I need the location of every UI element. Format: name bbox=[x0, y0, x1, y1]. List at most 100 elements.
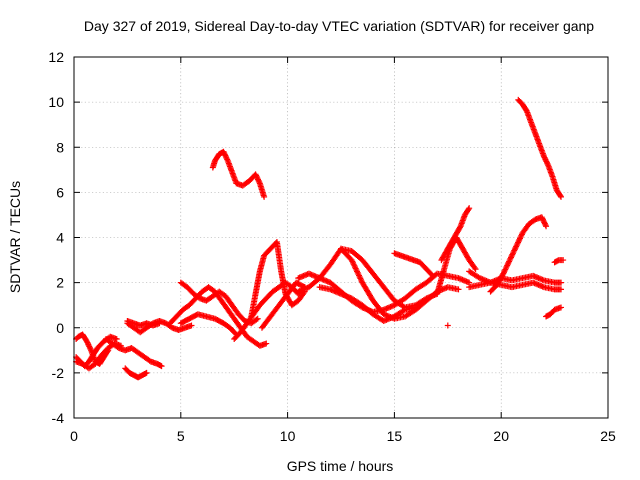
data-point bbox=[428, 271, 435, 278]
y-axis-label: SDTVAR / TECUs bbox=[7, 181, 23, 293]
x-tick-label: 25 bbox=[600, 428, 616, 444]
series-track-16 bbox=[295, 270, 473, 315]
data-point bbox=[513, 242, 520, 249]
y-tick-label: 2 bbox=[56, 275, 64, 291]
data-point bbox=[254, 315, 261, 322]
data-point bbox=[158, 363, 165, 370]
y-tick-label: 0 bbox=[56, 320, 64, 336]
y-tick-label: 6 bbox=[56, 184, 64, 200]
series-track-27 bbox=[543, 304, 565, 320]
x-tick-label: 10 bbox=[280, 428, 296, 444]
data-point bbox=[503, 263, 510, 270]
data-point bbox=[511, 247, 518, 254]
y-tick-label: 8 bbox=[56, 139, 64, 155]
data-point bbox=[507, 255, 514, 262]
series-track-04 bbox=[103, 336, 165, 370]
axis-ticks: 0 5 10 15 20 25 -4 -2 0 2 4 6 8 10 12 bbox=[48, 49, 616, 444]
data-point bbox=[517, 234, 524, 241]
data-point bbox=[509, 251, 516, 258]
data-point bbox=[558, 279, 565, 286]
y-tick-label: 4 bbox=[56, 230, 64, 246]
x-tick-label: 20 bbox=[493, 428, 509, 444]
data-point bbox=[518, 232, 525, 239]
data-point bbox=[513, 243, 520, 250]
x-tick-label: 0 bbox=[70, 428, 78, 444]
data-point bbox=[558, 286, 565, 293]
data-point bbox=[471, 264, 478, 271]
data-point bbox=[506, 257, 513, 264]
data-point bbox=[516, 235, 523, 242]
data-point bbox=[455, 286, 462, 293]
data-point bbox=[444, 322, 451, 329]
data-point bbox=[502, 265, 509, 272]
data-point bbox=[156, 320, 163, 327]
series-track-11 bbox=[209, 148, 268, 200]
data-point bbox=[508, 253, 515, 260]
series-track-26 bbox=[551, 257, 567, 266]
series-track-10 bbox=[177, 311, 240, 338]
data-point bbox=[224, 156, 231, 163]
data-point bbox=[502, 266, 509, 273]
data-point bbox=[560, 257, 567, 264]
chart-title: Day 327 of 2019, Sidereal Day-to-day VTE… bbox=[84, 18, 594, 34]
data-point bbox=[113, 336, 120, 343]
data-point bbox=[263, 340, 270, 347]
data-point bbox=[557, 192, 564, 199]
x-tick-label: 15 bbox=[387, 428, 403, 444]
data-point bbox=[472, 266, 479, 273]
data-point bbox=[543, 223, 550, 230]
data-point bbox=[466, 205, 473, 212]
data-point bbox=[515, 239, 522, 246]
data-point bbox=[87, 346, 94, 353]
data-point bbox=[456, 224, 463, 231]
y-tick-label: 10 bbox=[48, 94, 64, 110]
data-point bbox=[505, 259, 512, 266]
data-point bbox=[506, 258, 513, 265]
data-point bbox=[511, 246, 518, 253]
data-point bbox=[515, 238, 522, 245]
series-track-18 bbox=[338, 245, 462, 322]
series-track-24 bbox=[487, 214, 550, 295]
data-point bbox=[504, 262, 511, 269]
data-point bbox=[500, 270, 507, 277]
series-track-21 bbox=[434, 234, 479, 297]
data-point bbox=[509, 250, 516, 257]
series-track-25 bbox=[515, 96, 565, 200]
data-point bbox=[504, 261, 511, 268]
series-track-19 bbox=[391, 250, 436, 279]
series-track-05 bbox=[122, 365, 150, 381]
data-point bbox=[510, 248, 517, 255]
data-point bbox=[542, 221, 549, 228]
x-tick-label: 5 bbox=[177, 428, 185, 444]
data-point bbox=[499, 271, 506, 278]
y-tick-label: -2 bbox=[52, 365, 65, 381]
data-series bbox=[73, 96, 567, 381]
grid bbox=[74, 57, 608, 418]
series-track-07 bbox=[124, 317, 163, 329]
y-tick-label: 12 bbox=[48, 49, 64, 65]
series-track-14 bbox=[258, 279, 308, 331]
data-point bbox=[143, 369, 150, 376]
data-point bbox=[516, 236, 523, 243]
data-point bbox=[512, 244, 519, 251]
series-track-28 bbox=[444, 322, 451, 329]
data-point bbox=[465, 206, 472, 213]
data-point bbox=[500, 269, 507, 276]
data-point bbox=[400, 307, 407, 314]
data-point bbox=[188, 322, 195, 329]
data-point bbox=[558, 193, 565, 200]
data-point bbox=[508, 254, 515, 261]
series-track-09 bbox=[177, 279, 261, 327]
data-point bbox=[261, 193, 268, 200]
data-point bbox=[429, 272, 436, 279]
data-point bbox=[501, 267, 508, 274]
y-tick-label: -4 bbox=[52, 410, 65, 426]
x-axis-label: GPS time / hours bbox=[287, 458, 394, 474]
data-point bbox=[558, 304, 565, 311]
data-point bbox=[253, 316, 260, 323]
data-point bbox=[544, 161, 551, 168]
data-point bbox=[256, 179, 263, 186]
data-point bbox=[514, 240, 521, 247]
